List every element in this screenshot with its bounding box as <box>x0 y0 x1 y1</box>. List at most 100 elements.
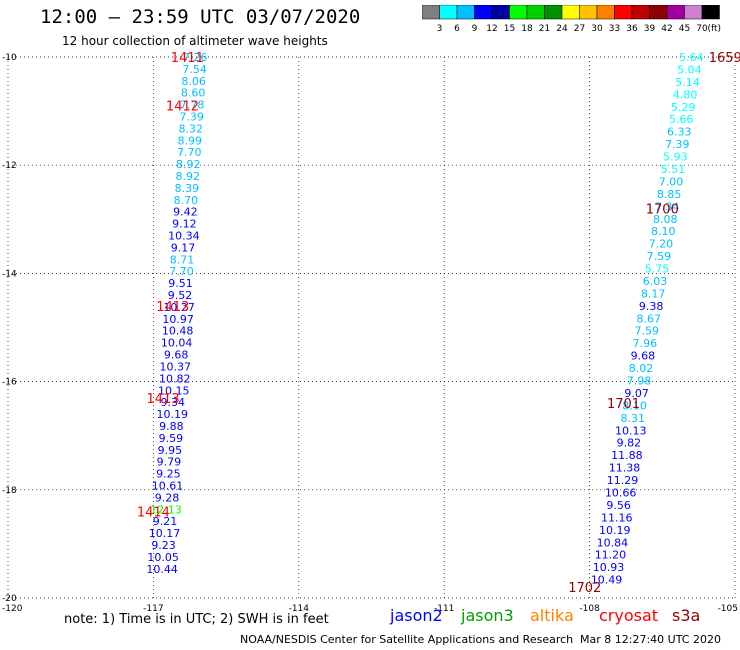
wave-height-value: 6.03 <box>643 275 668 288</box>
color-scale-label: 12 <box>486 24 497 34</box>
color-scale-label: 36 <box>626 24 638 34</box>
wave-height-value: 8.99 <box>178 134 203 147</box>
wave-height-value: 11.20 <box>595 549 627 562</box>
legend-s3a: s3a <box>672 606 701 625</box>
wave-height-value: 10.61 <box>152 479 184 492</box>
time-label: 1412 <box>166 100 199 115</box>
wave-height-value: 8.06 <box>181 75 206 88</box>
wave-height-value: 8.60 <box>181 87 206 100</box>
wave-height-value: 11.16 <box>601 511 633 524</box>
wave-height-value: 5.51 <box>661 163 686 176</box>
credit-line: NOAA/NESDIS Center for Satellite Applica… <box>240 633 574 646</box>
time-label: 1413 <box>147 392 180 407</box>
y-tick-label: -18 <box>2 486 17 496</box>
color-scale-label: 9 <box>472 24 478 34</box>
time-label: 1702 <box>568 581 601 596</box>
legend-cryosat: cryosat <box>599 606 659 625</box>
wave-height-value: 9.82 <box>617 437 642 450</box>
wave-height-value: 5.04 <box>677 63 702 76</box>
x-tick-label: -111 <box>434 604 454 614</box>
x-tick-label: -120 <box>2 604 23 614</box>
wave-height-value: 9.25 <box>156 468 181 481</box>
wave-height-value: 9.12 <box>172 218 197 231</box>
wave-height-value: 8.92 <box>176 158 201 171</box>
wave-height-value: 8.02 <box>629 362 654 375</box>
wave-height-value: 8.92 <box>176 170 201 183</box>
y-tick-label: -12 <box>2 161 17 171</box>
wave-height-value: 10.17 <box>149 527 181 540</box>
color-scale-label: 33 <box>609 24 620 34</box>
wave-height-value: 8.32 <box>178 122 203 135</box>
wave-height-value: 5.64 <box>679 51 704 64</box>
wave-height-value: 7.70 <box>169 265 194 278</box>
time-label: 1414 <box>137 505 170 520</box>
wave-height-value: 9.42 <box>173 206 198 219</box>
x-tick-label: -105 <box>718 604 738 614</box>
wave-height-value: 8.17 <box>641 287 666 300</box>
y-tick-label: -10 <box>2 53 17 63</box>
color-scale-label: 15 <box>504 24 515 34</box>
wave-height-value: 10.48 <box>162 325 194 338</box>
time-label: 1659 <box>709 51 740 66</box>
wave-height-value: 9.23 <box>151 539 176 552</box>
color-scale-label: 24 <box>556 24 568 34</box>
wave-height-value: 7.39 <box>179 111 204 124</box>
wave-height-value: 10.15 <box>158 384 190 397</box>
y-tick-label: -16 <box>2 378 17 388</box>
wave-height-value: 9.95 <box>158 444 183 457</box>
wave-height-value: 9.28 <box>155 491 180 504</box>
wave-height-value: 10.19 <box>599 524 631 537</box>
wave-height-value: 7.00 <box>659 175 684 188</box>
wave-height-value: 8.31 <box>620 412 645 425</box>
wave-height-value: 5.29 <box>671 101 696 114</box>
wave-height-value: 11.38 <box>609 462 641 475</box>
color-scale-label: 30 <box>591 24 603 34</box>
wave-height-value: 10.44 <box>146 563 178 576</box>
wave-height-value: 7.98 <box>627 375 652 388</box>
y-tick-label: -20 <box>2 594 17 604</box>
wave-height-value: 5.14 <box>675 76 700 89</box>
wave-height-value: 10.27 <box>163 301 195 314</box>
wave-height-value: 10.82 <box>159 372 191 385</box>
chart-subtitle: 12 hour collection of altimeter wave hei… <box>62 34 328 48</box>
wave-height-value: 9.68 <box>631 350 656 363</box>
color-swatch <box>701 5 720 20</box>
wave-height-value: 9.07 <box>624 387 649 400</box>
wave-height-value: 7.59 <box>647 250 672 263</box>
wave-height-value: 10.34 <box>168 230 200 243</box>
color-scale-legend: 3 6 9 12 15 18 21 24 27 30 33 36 39 42 45 70 (ft) <box>422 5 721 34</box>
wave-height-value: 9.51 <box>168 277 193 290</box>
y-tick-label: -14 <box>2 269 17 279</box>
color-scale-label: 18 <box>521 24 533 34</box>
wave-height-value: 9.56 <box>606 499 631 512</box>
wave-height-value: 5.75 <box>645 263 670 276</box>
wave-height-value: 9.68 <box>164 349 189 362</box>
legend-jason3: jason3 <box>461 606 514 625</box>
wave-height-value: 9.79 <box>157 456 182 469</box>
wave-height-value: 7.20 <box>649 238 674 251</box>
wave-height-value: 5.66 <box>669 113 694 126</box>
wave-height-value: 7.78 <box>180 99 205 112</box>
x-tick-label: -114 <box>289 604 310 614</box>
wave-height-value: 9.59 <box>159 432 184 445</box>
wave-height-value: 12.13 <box>150 503 182 516</box>
chart-title: 12:00 – 23:59 UTC 03/07/2020 <box>40 6 361 28</box>
wave-height-value: 7.26 <box>183 51 208 64</box>
wave-height-value: 8.10 <box>622 399 647 412</box>
wave-height-value: 8.71 <box>170 253 195 266</box>
x-tick-label: -117 <box>143 604 163 614</box>
wave-height-value: 11.88 <box>611 449 643 462</box>
wave-height-value: 8.10 <box>651 225 676 238</box>
time-label: 1411 <box>171 51 204 66</box>
color-scale-label: 6 <box>454 24 460 34</box>
wave-height-value: 8.39 <box>175 182 200 195</box>
wave-height-value: 7.59 <box>635 325 660 338</box>
wave-height-value: 5.93 <box>663 151 688 164</box>
wave-height-value: 9.34 <box>161 396 186 409</box>
wave-height-value: 7.54 <box>182 63 207 76</box>
wave-height-value: 6.33 <box>667 126 692 139</box>
wave-height-value: 10.84 <box>597 536 629 549</box>
wave-height-value: 10.93 <box>593 561 625 574</box>
wave-height-value: 10.97 <box>162 313 194 326</box>
wave-height-value: 10.66 <box>605 487 637 500</box>
